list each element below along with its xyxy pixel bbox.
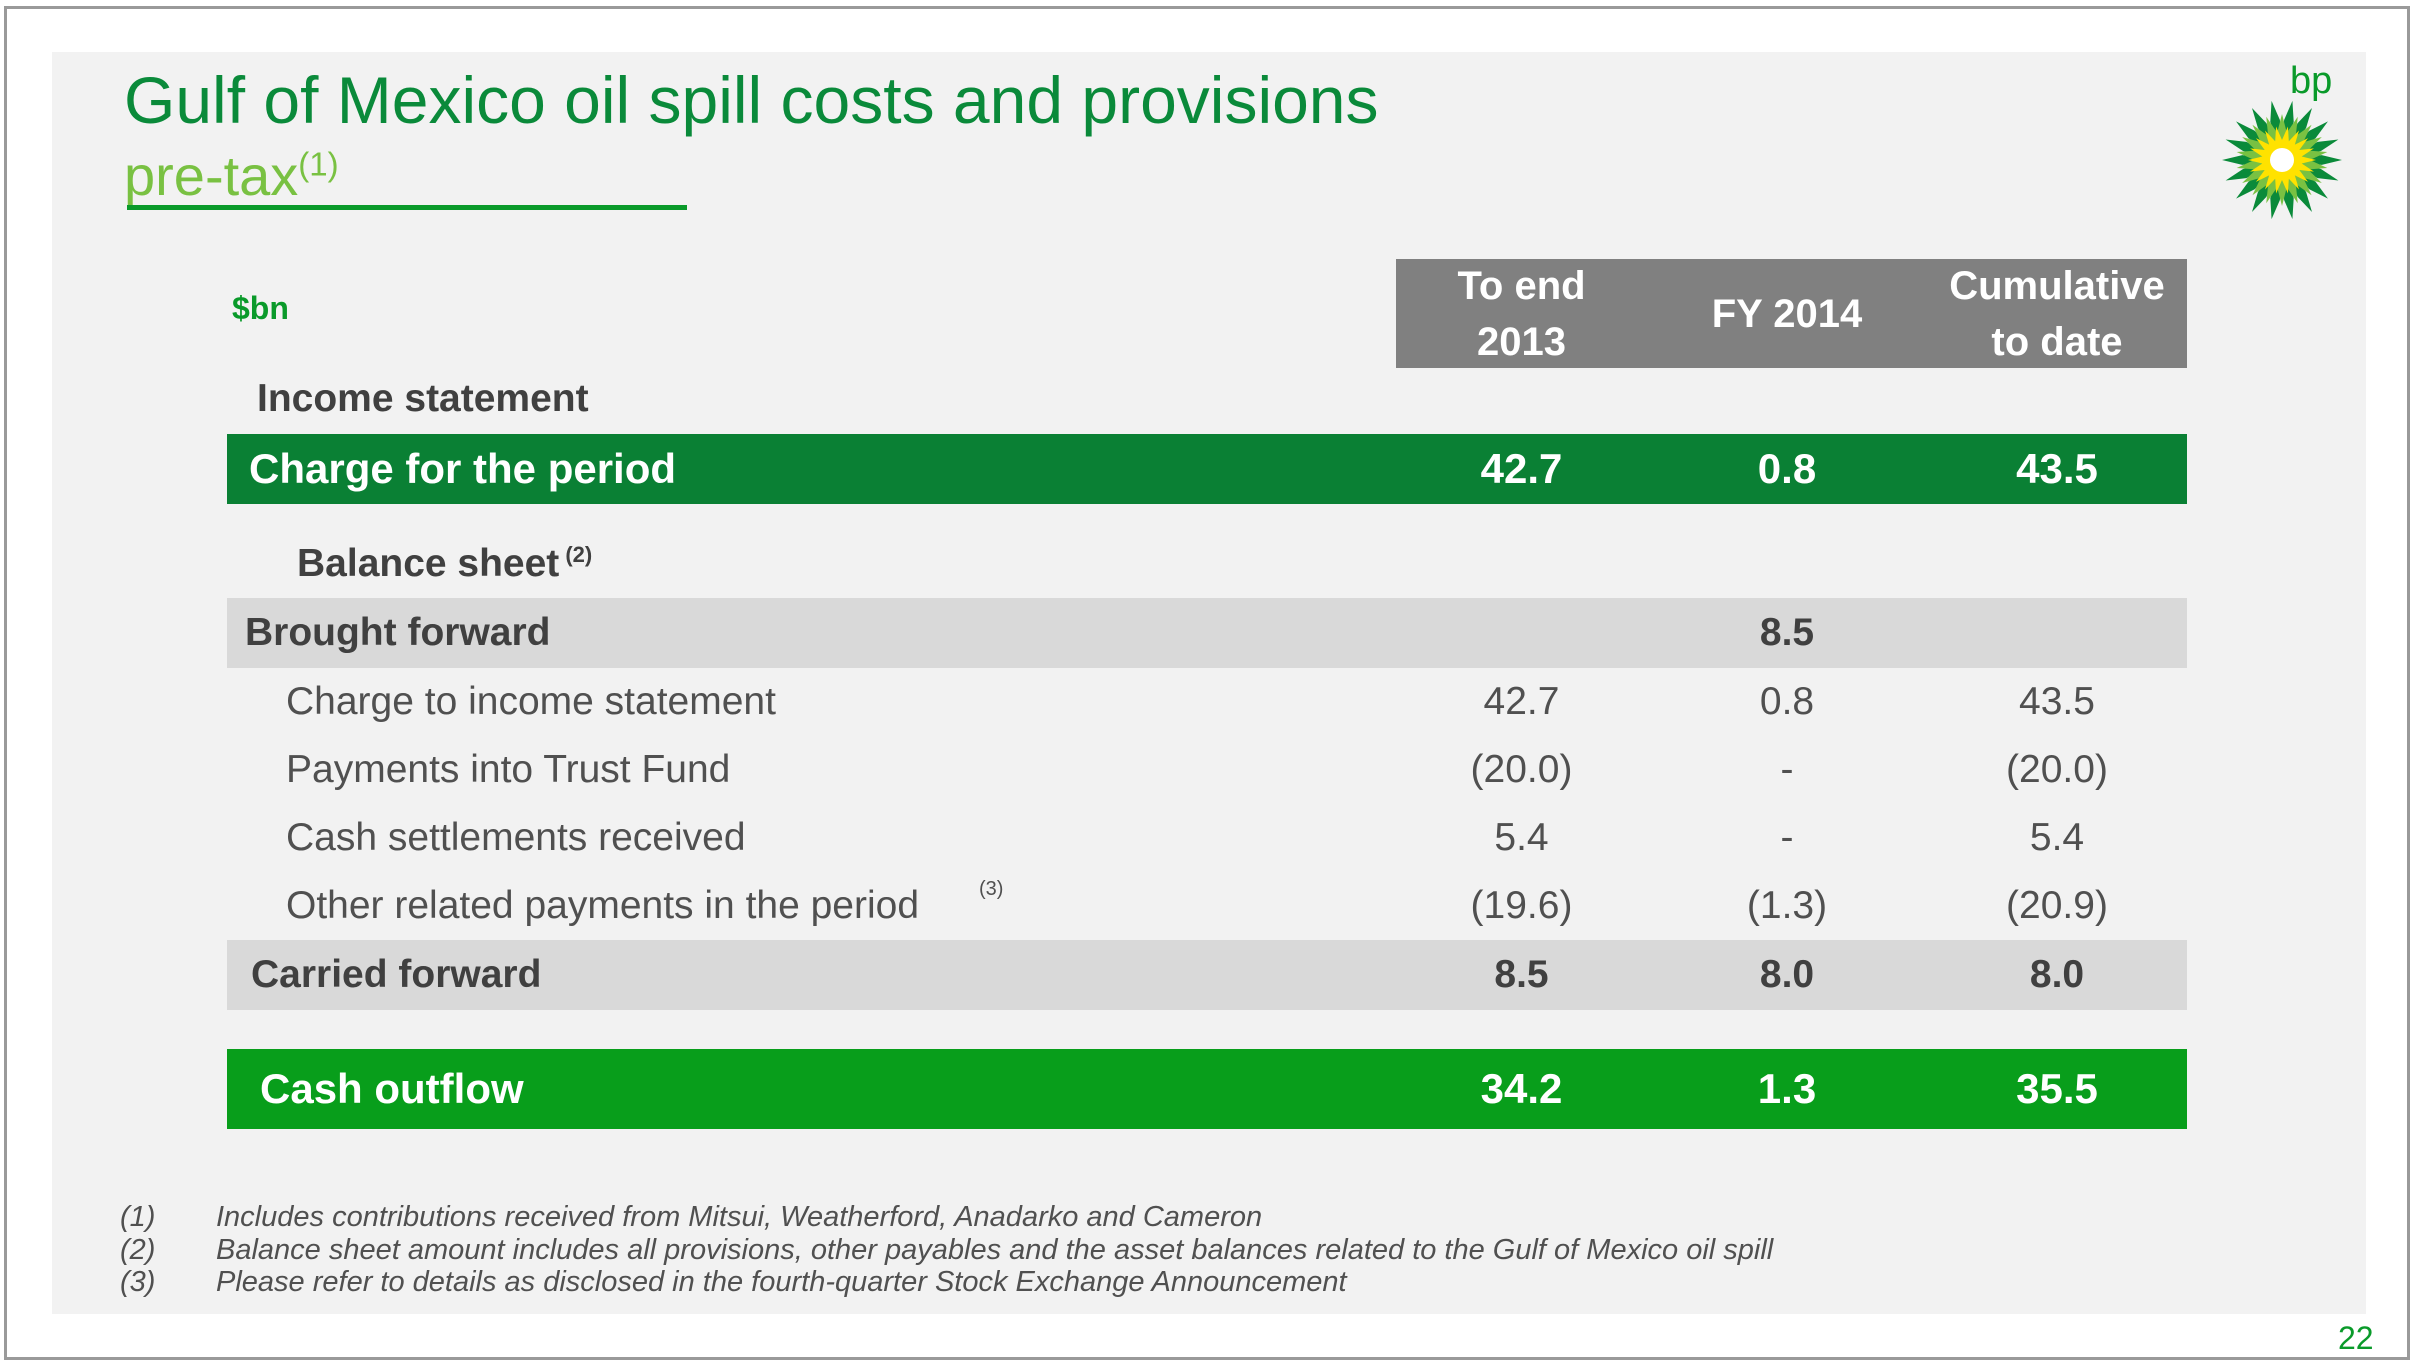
footnote-number: (2) [120, 1234, 156, 1266]
cell-to-end-2013: (20.0) [1470, 748, 1573, 791]
footnote-text: Balance sheet amount includes all provis… [216, 1234, 1774, 1266]
carried-forward-row [227, 940, 2187, 1010]
cell-to-end-2013: 5.4 [1494, 816, 1549, 859]
cell-to-end-2013: 42.7 [1480, 445, 1563, 492]
subtitle-underline [127, 205, 687, 210]
balance-sheet-footnote-ref: (2) [565, 542, 593, 567]
cell-fy-2014: 8.0 [1759, 953, 1815, 996]
cell-cumulative: 43.5 [2016, 445, 2098, 492]
page-number: 22 [2338, 1320, 2374, 1356]
cell-fy-2014: 0.8 [1759, 680, 1815, 723]
footnote-text: Includes contributions received from Mit… [216, 1201, 1263, 1233]
footnote-number: (3) [120, 1266, 156, 1298]
row-label: Cash settlements received [286, 816, 746, 859]
row-label: Charge for the period [249, 445, 677, 492]
cell-cumulative: 8.0 [2029, 953, 2085, 996]
cell-fy-2014: 0.8 [1757, 445, 1817, 492]
row-label: Carried forward [251, 953, 542, 996]
brought-forward-row [227, 598, 2187, 668]
footnote-text: Please refer to details as disclosed in … [216, 1266, 1347, 1298]
row-label: Charge to income statement [286, 680, 776, 723]
other-payments-footnote-ref: (3) [979, 878, 1004, 900]
cell-fy-2014: - [1780, 748, 1794, 791]
subtitle-footnote-ref: (1) [298, 145, 339, 183]
cell-cumulative: 5.4 [2029, 816, 2085, 859]
column-header-to-end-2013: To end 2013 [1457, 263, 1586, 364]
column-header-cumulative: Cumulative to date [1949, 263, 2165, 364]
cell-cumulative: (20.0) [2006, 748, 2108, 791]
cell-fy-2014: 1.3 [1757, 1065, 1817, 1112]
cash-outflow-row [227, 1049, 2187, 1129]
unit-label: $bn [232, 290, 289, 326]
slide-frame [4, 6, 2410, 1360]
bp-wordmark: bp [2290, 60, 2333, 102]
cell-fy-2014: 8.5 [1759, 611, 1815, 654]
row-label: Brought forward [245, 611, 551, 654]
slide-title: Gulf of Mexico oil spill costs and provi… [124, 63, 1379, 137]
cell-cumulative: (20.9) [2006, 884, 2108, 927]
row-label: Payments into Trust Fund [286, 748, 731, 791]
cell-fy-2014: (1.3) [1746, 884, 1828, 927]
column-header-bar [1396, 259, 2187, 368]
column-header-fy-2014: FY 2014 [1711, 291, 1863, 336]
bp-helios-sun-icon [2222, 100, 2342, 220]
cell-cumulative: 35.5 [2016, 1065, 2098, 1112]
row-label: Cash outflow [260, 1065, 524, 1112]
slide-subtitle: pre-tax(1) [124, 143, 339, 208]
cell-to-end-2013: 34.2 [1480, 1065, 1563, 1112]
cell-cumulative: 43.5 [2019, 680, 2095, 723]
cell-fy-2014: - [1780, 816, 1794, 859]
subtitle-text: pre-tax [124, 144, 299, 207]
cell-to-end-2013: 8.5 [1494, 953, 1549, 996]
row-label: Other related payments in the period [286, 884, 920, 927]
cell-to-end-2013: (19.6) [1470, 884, 1573, 927]
footnote-number: (1) [120, 1201, 156, 1233]
section-balance-sheet: Balance sheet (2) [297, 542, 593, 585]
charge-for-period-row [227, 434, 2187, 504]
cell-to-end-2013: 42.7 [1483, 680, 1560, 723]
section-income-statement: Income statement [257, 377, 589, 420]
